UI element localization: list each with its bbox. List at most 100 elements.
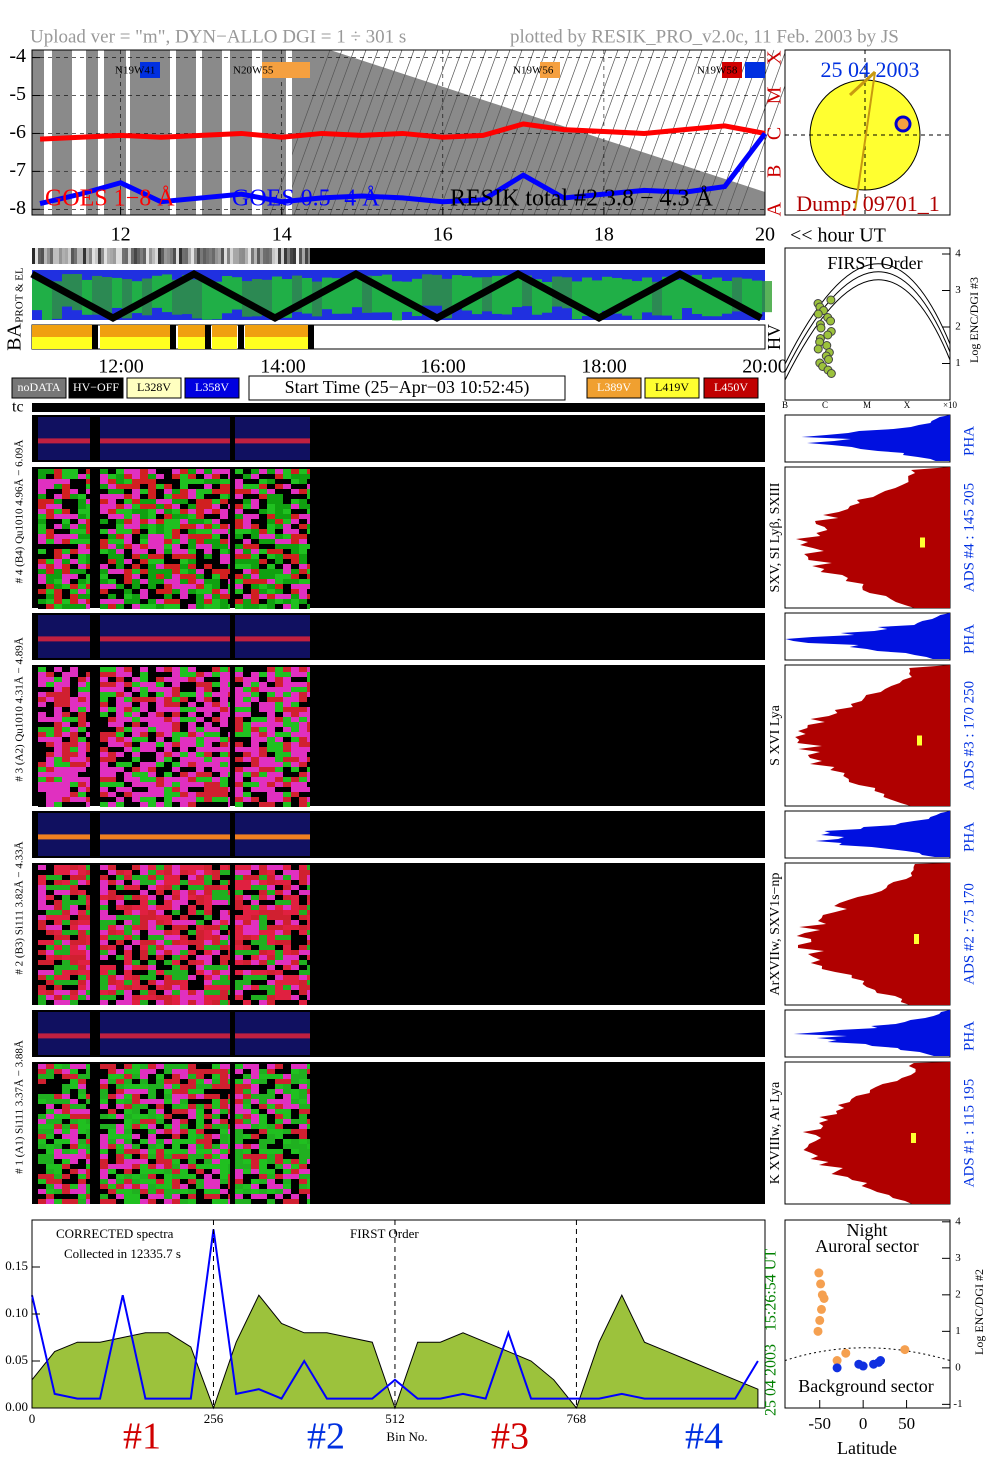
spectrogram-cell (70, 1194, 78, 1199)
spectrogram-cell (140, 875, 148, 880)
channel-number: #3 (491, 1416, 529, 1458)
spectrogram-cell (259, 1094, 267, 1099)
spectrogram-cell (251, 965, 259, 970)
spectrogram-cell (291, 1094, 299, 1099)
spectrogram-cell (172, 484, 180, 489)
spectrogram-cell (124, 985, 132, 990)
spectrogram-cell (86, 509, 90, 514)
spectrogram-cell (204, 687, 212, 692)
spectrogram-cell (307, 1134, 310, 1139)
spectrogram-cell (132, 980, 140, 985)
spectrogram-cell (116, 865, 124, 870)
spectrogram-cell (188, 1124, 196, 1129)
spectrogram-cell (54, 1159, 62, 1164)
spectrogram-cell (243, 950, 251, 955)
spectrogram-cell (180, 1109, 188, 1114)
spectrogram-cell (100, 910, 108, 915)
spectrogram-cell (307, 599, 310, 604)
spectrogram-cell (70, 564, 78, 569)
spectrogram-cell (291, 935, 299, 940)
spectrogram-cell (204, 1174, 212, 1179)
status-cell (110, 248, 113, 264)
spectrogram-cell (204, 519, 212, 524)
spectrogram-cell (196, 782, 204, 787)
spectrogram-cell (78, 1079, 86, 1084)
prot-cell (232, 277, 242, 310)
spectrogram-cell (148, 1000, 156, 1005)
spectrogram-cell (100, 722, 108, 727)
spectrogram-cell (140, 1194, 148, 1199)
spectrogram-cell (62, 1109, 70, 1114)
spectrogram-cell (228, 1199, 230, 1204)
spectrogram-cell (116, 980, 124, 985)
spectrogram-cell (188, 1164, 196, 1169)
spectrogram-cell (307, 880, 310, 885)
spectrogram-cell (283, 802, 291, 807)
spectrogram-cell (228, 742, 230, 747)
spectrogram-cell (108, 589, 116, 594)
spectrogram-cell (148, 554, 156, 559)
threshold-curve (784, 271, 951, 373)
spectrogram-cell (172, 772, 180, 777)
spectrogram-cell (299, 920, 307, 925)
spectrogram-cell (220, 474, 228, 479)
status-cell (140, 248, 143, 264)
spectrogram-cell (204, 727, 212, 732)
spectrogram-cell (164, 885, 172, 890)
spectrogram-cell (54, 870, 62, 875)
spectrogram-cell (86, 692, 90, 697)
region-marker (540, 62, 560, 78)
spectrogram-cell (228, 787, 230, 792)
spectrogram-cell (299, 985, 307, 990)
spectrogram-cell (212, 702, 220, 707)
spectrogram-cell (291, 920, 299, 925)
spectrogram-cell (172, 559, 180, 564)
spectrogram-cell (54, 940, 62, 945)
spectrogram-cell (108, 712, 116, 717)
spectrogram-cell (54, 1169, 62, 1174)
spectrogram-cell (46, 579, 54, 584)
spectrogram-cell (78, 955, 86, 960)
spectrogram-cell (38, 1174, 46, 1179)
spectrogram-cell (100, 667, 108, 672)
goes-line (39, 131, 767, 207)
spectrogram-cell (299, 1194, 307, 1199)
spectrogram-cell (228, 727, 230, 732)
spectrogram-cell (62, 544, 70, 549)
spectrogram-cell (86, 752, 90, 757)
spectrogram-cell (188, 772, 196, 777)
spectrogram-cell (291, 940, 299, 945)
spectrogram-cell (124, 865, 132, 870)
spectrogram-cell (180, 589, 188, 594)
spectrogram-cell (132, 910, 140, 915)
spectrogram-cell (275, 1099, 283, 1104)
spectrogram-cell (228, 782, 230, 787)
spectrogram-cell (38, 1064, 46, 1069)
spectrogram-cell (148, 1184, 156, 1189)
scatter-point (876, 1356, 886, 1366)
spectrogram-cell (148, 1189, 156, 1194)
spectrogram-cell (54, 772, 62, 777)
spectrogram-cell (46, 955, 54, 960)
spectrogram-cell (188, 712, 196, 717)
spectrogram-cell (100, 474, 108, 479)
spectrogram-cell (291, 990, 299, 995)
spectrogram-cell (108, 1144, 116, 1149)
spectrogram-cell (228, 772, 230, 777)
spectrogram-cell (62, 479, 70, 484)
spectrogram-cell (108, 722, 116, 727)
spectrogram-cell (38, 504, 46, 509)
spectrogram-cell (212, 559, 220, 564)
spectrogram-cell (62, 1194, 70, 1199)
spectrogram-cell (46, 1089, 54, 1094)
spectrogram-cell (116, 910, 124, 915)
spectrogram-cell (132, 777, 140, 782)
spectrogram-cell (307, 1114, 310, 1119)
spectrogram-cell (235, 1164, 243, 1169)
spectrogram-cell (62, 865, 70, 870)
spectrogram-cell (116, 579, 124, 584)
spectrogram-cell (196, 584, 204, 589)
spectrogram-cell (86, 559, 90, 564)
spectrogram-cell (86, 667, 90, 672)
spectrogram-cell (243, 549, 251, 554)
